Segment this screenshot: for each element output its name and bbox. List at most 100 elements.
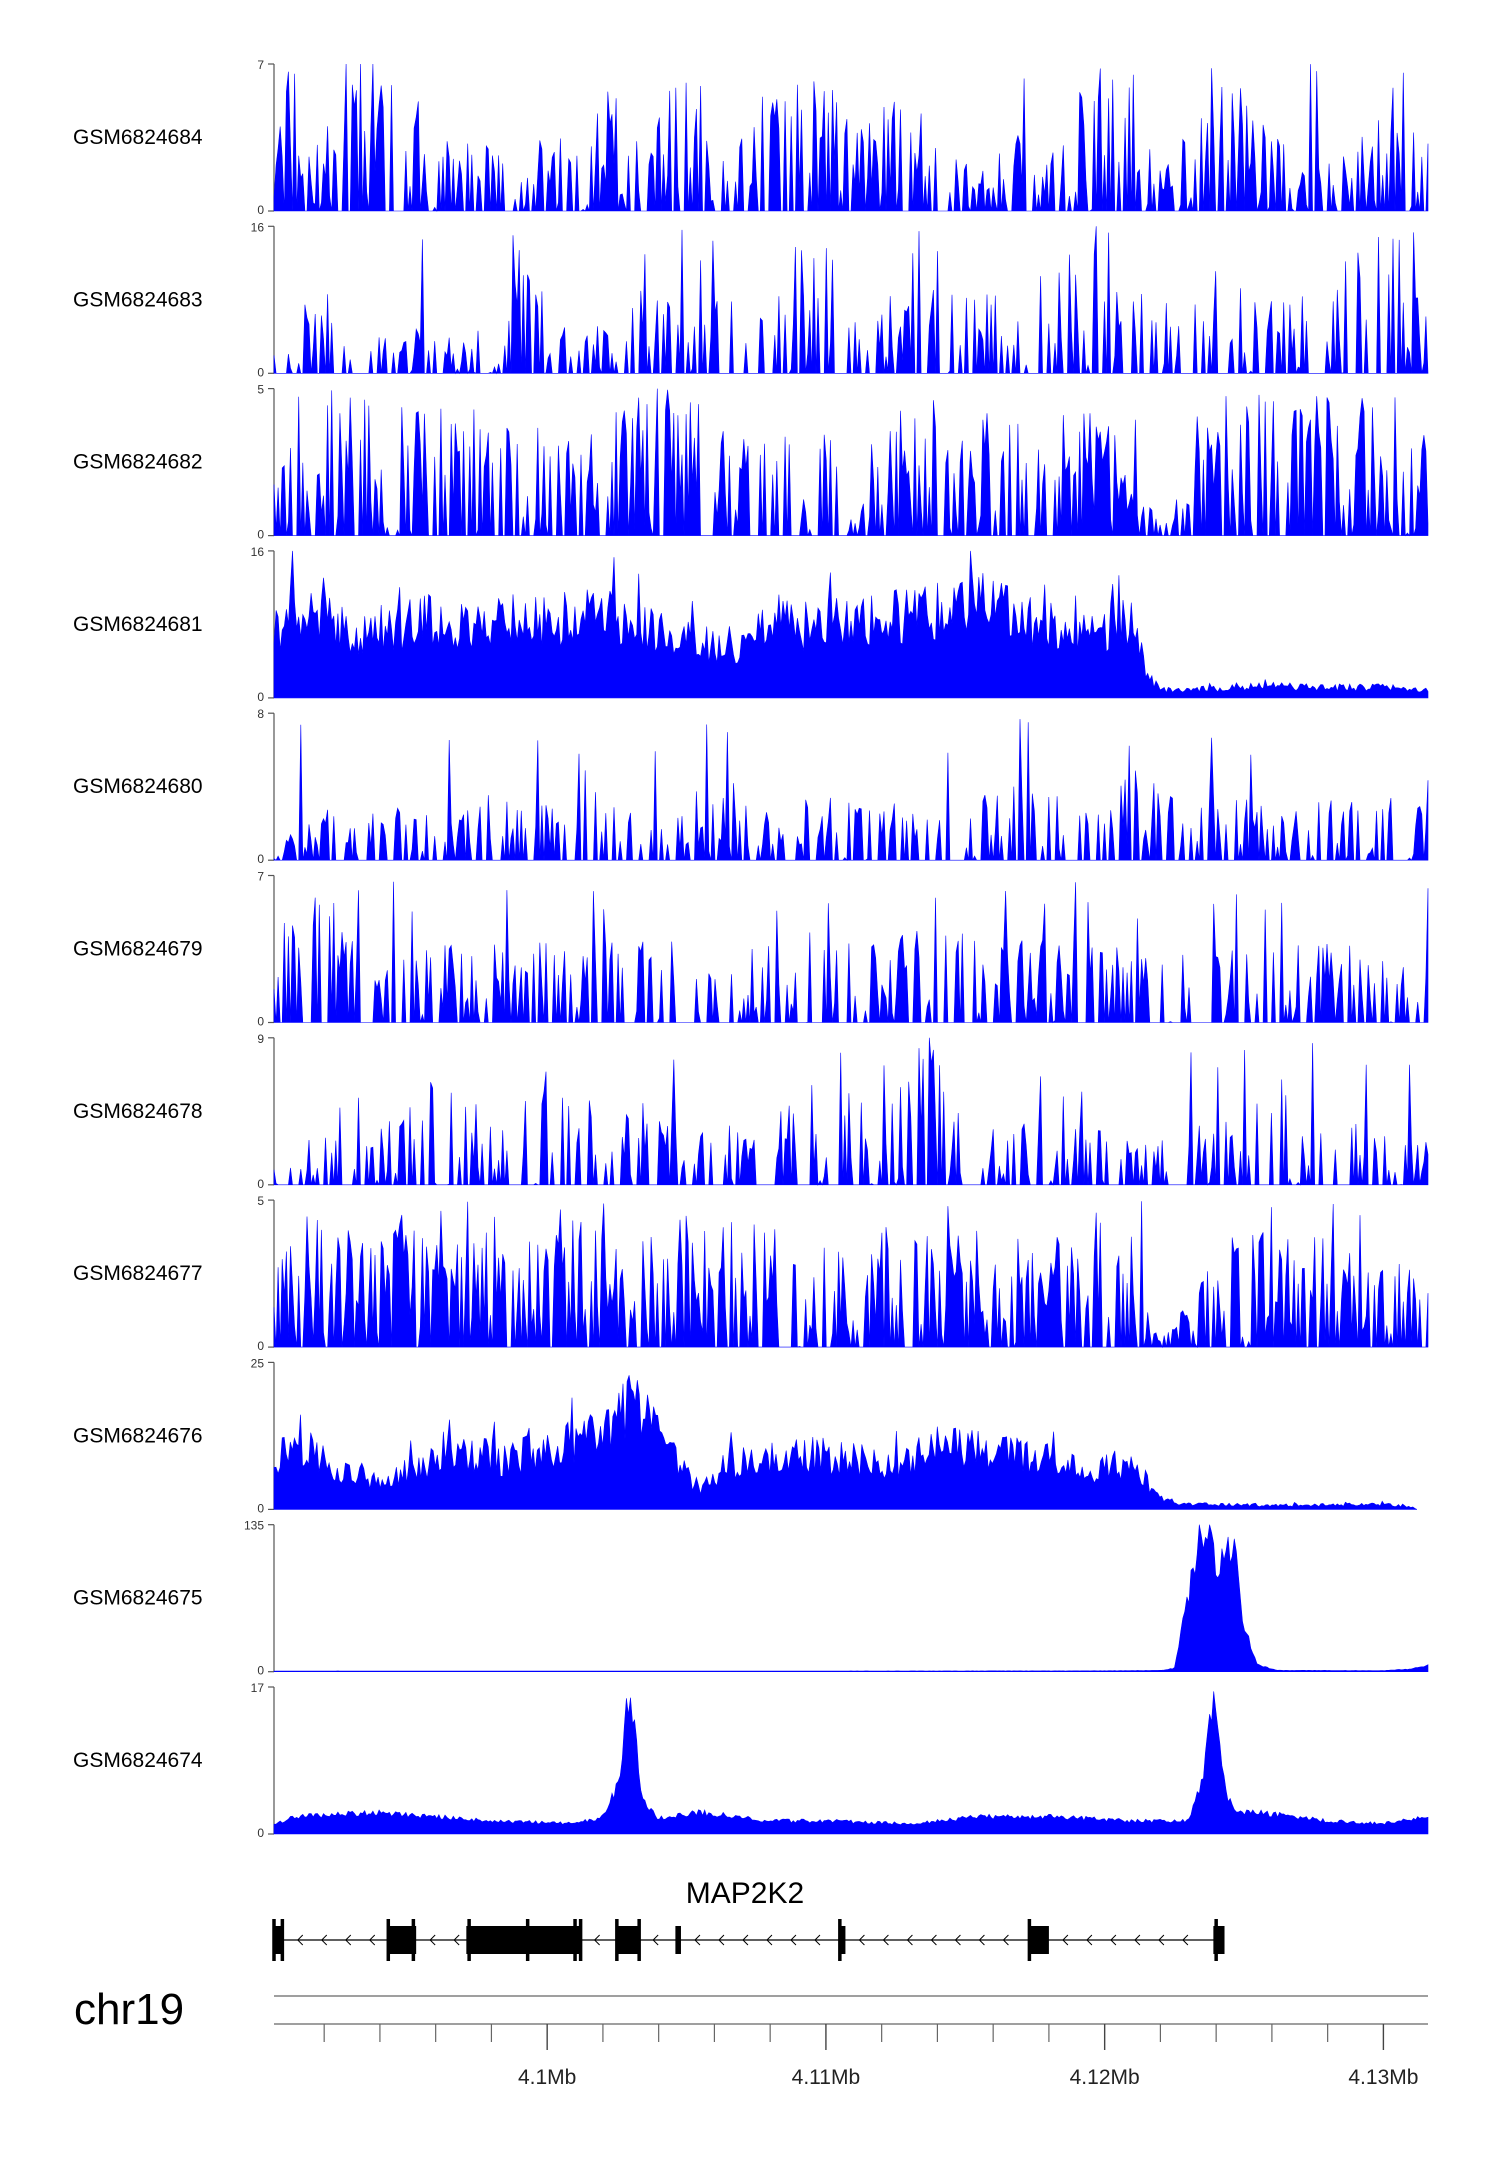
track-ymin-label: 0 [257, 1339, 264, 1353]
track-label: GSM6824684 [73, 126, 203, 149]
strand-chevron [930, 1934, 937, 1946]
gene-exon [1213, 1926, 1225, 1954]
strand-chevron [321, 1934, 328, 1946]
track-GSM6824675: GSM6824675 135 0 [73, 1519, 1429, 1678]
track-GSM6824677: GSM6824677 5 0 [73, 1194, 1429, 1353]
strand-chevron [297, 1934, 304, 1946]
signal-area [273, 719, 1429, 862]
strand-chevron [1134, 1934, 1141, 1946]
track-label: GSM6824683 [73, 288, 203, 311]
track-ymax-label: 25 [251, 1356, 265, 1370]
strand-chevron [906, 1934, 913, 1946]
track-GSM6824683: GSM6824683 16 0 [73, 220, 1429, 379]
track-ymin-label: 0 [257, 1826, 264, 1840]
genomic-axis: chr19 4.1Mb 4.11Mb 4.12Mb 4.13Mb [74, 1985, 1428, 2089]
gene-exon [388, 1926, 417, 1954]
x-tick-label: 4.13Mb [1348, 2066, 1418, 2089]
strand-chevron [694, 1934, 701, 1946]
strand-chevron [593, 1934, 600, 1946]
signal-area [273, 550, 1429, 699]
track-GSM6824682: GSM6824682 5 0 [73, 383, 1429, 542]
strand-chevron [369, 1934, 376, 1946]
strand-chevron [882, 1934, 889, 1946]
track-ymin-label: 0 [257, 690, 264, 704]
gene-name-label: MAP2K2 [686, 1877, 804, 1910]
strand-chevron [978, 1934, 985, 1946]
track-ymin-label: 0 [257, 1501, 264, 1515]
signal-area [273, 1691, 1429, 1835]
track-ymax-label: 8 [257, 707, 264, 721]
strand-chevron [1110, 1934, 1117, 1946]
signal-area [273, 388, 1429, 537]
track-label: GSM6824682 [73, 451, 203, 474]
track-ymin-label: 0 [257, 365, 264, 379]
strand-chevron [766, 1934, 773, 1946]
track-GSM6824684: GSM6824684 7 0 [73, 58, 1429, 217]
track-GSM6824680: GSM6824680 8 0 [73, 707, 1429, 866]
gene-exon [1029, 1926, 1049, 1954]
track-label: GSM6824677 [73, 1262, 203, 1285]
track-GSM6824678: GSM6824678 9 0 [73, 1032, 1429, 1191]
track-label: GSM6824678 [73, 1100, 203, 1123]
signal-tracks: GSM682468470GSM6824683160GSM682468250GSM… [73, 58, 1429, 1840]
strand-chevron [1086, 1934, 1093, 1946]
x-tick-label: 4.1Mb [518, 2066, 576, 2089]
track-ymin-label: 0 [257, 1664, 264, 1678]
strand-chevron [345, 1934, 352, 1946]
track-ymax-label: 16 [251, 545, 265, 559]
signal-area [273, 1524, 1429, 1672]
signal-area [273, 63, 1429, 213]
gene-exon [616, 1926, 640, 1954]
strand-chevron [453, 1934, 460, 1946]
x-tick-label: 4.11Mb [792, 2066, 861, 2089]
strand-chevron [718, 1934, 725, 1946]
signal-area [273, 226, 1429, 375]
strand-chevron [1062, 1934, 1069, 1946]
track-label: GSM6824676 [73, 1424, 203, 1447]
gene-exon [839, 1926, 846, 1954]
track-label: GSM6824675 [73, 1587, 203, 1610]
strand-chevron [652, 1934, 659, 1946]
chromosome-label: chr19 [74, 1985, 184, 2034]
track-ymax-label: 5 [257, 1194, 264, 1208]
signal-area [273, 1375, 1418, 1510]
track-ymin-label: 0 [257, 528, 264, 542]
gene-exon [675, 1926, 681, 1954]
track-ymax-label: 9 [257, 1032, 264, 1046]
track-label: GSM6824674 [73, 1749, 203, 1772]
strand-chevron [790, 1934, 797, 1946]
strand-chevron [1182, 1934, 1189, 1946]
gene-exon [466, 1926, 581, 1954]
track-ymin-label: 0 [257, 1177, 264, 1191]
signal-area [273, 1201, 1429, 1349]
track-ymin-label: 0 [257, 852, 264, 866]
track-label: GSM6824681 [73, 613, 203, 636]
x-tick-label: 4.12Mb [1070, 2066, 1140, 2089]
gene-track: MAP2K2 [272, 1877, 1225, 1961]
track-GSM6824674: GSM6824674 17 0 [73, 1681, 1429, 1840]
gene-exon [275, 1926, 284, 1954]
strand-chevron [429, 1934, 436, 1946]
track-label: GSM6824680 [73, 775, 203, 798]
track-label: GSM6824679 [73, 938, 203, 961]
signal-area [273, 881, 1429, 1024]
track-ymax-label: 7 [257, 58, 264, 72]
track-ymax-label: 7 [257, 870, 264, 884]
track-ymax-label: 17 [251, 1681, 265, 1695]
strand-chevron [742, 1934, 749, 1946]
track-ymax-label: 16 [251, 220, 265, 234]
strand-chevron [1158, 1934, 1165, 1946]
strand-chevron [814, 1934, 821, 1946]
track-GSM6824681: GSM6824681 16 0 [73, 545, 1429, 704]
track-GSM6824679: GSM6824679 7 0 [73, 870, 1429, 1029]
track-ymin-label: 0 [257, 1015, 264, 1029]
strand-chevron [858, 1934, 865, 1946]
strand-chevron [1002, 1934, 1009, 1946]
track-ymax-label: 5 [257, 383, 264, 397]
track-GSM6824676: GSM6824676 25 0 [73, 1356, 1418, 1515]
strand-chevron [954, 1934, 961, 1946]
track-ymax-label: 135 [244, 1519, 264, 1533]
track-ymin-label: 0 [257, 203, 264, 217]
signal-area [273, 1037, 1429, 1186]
